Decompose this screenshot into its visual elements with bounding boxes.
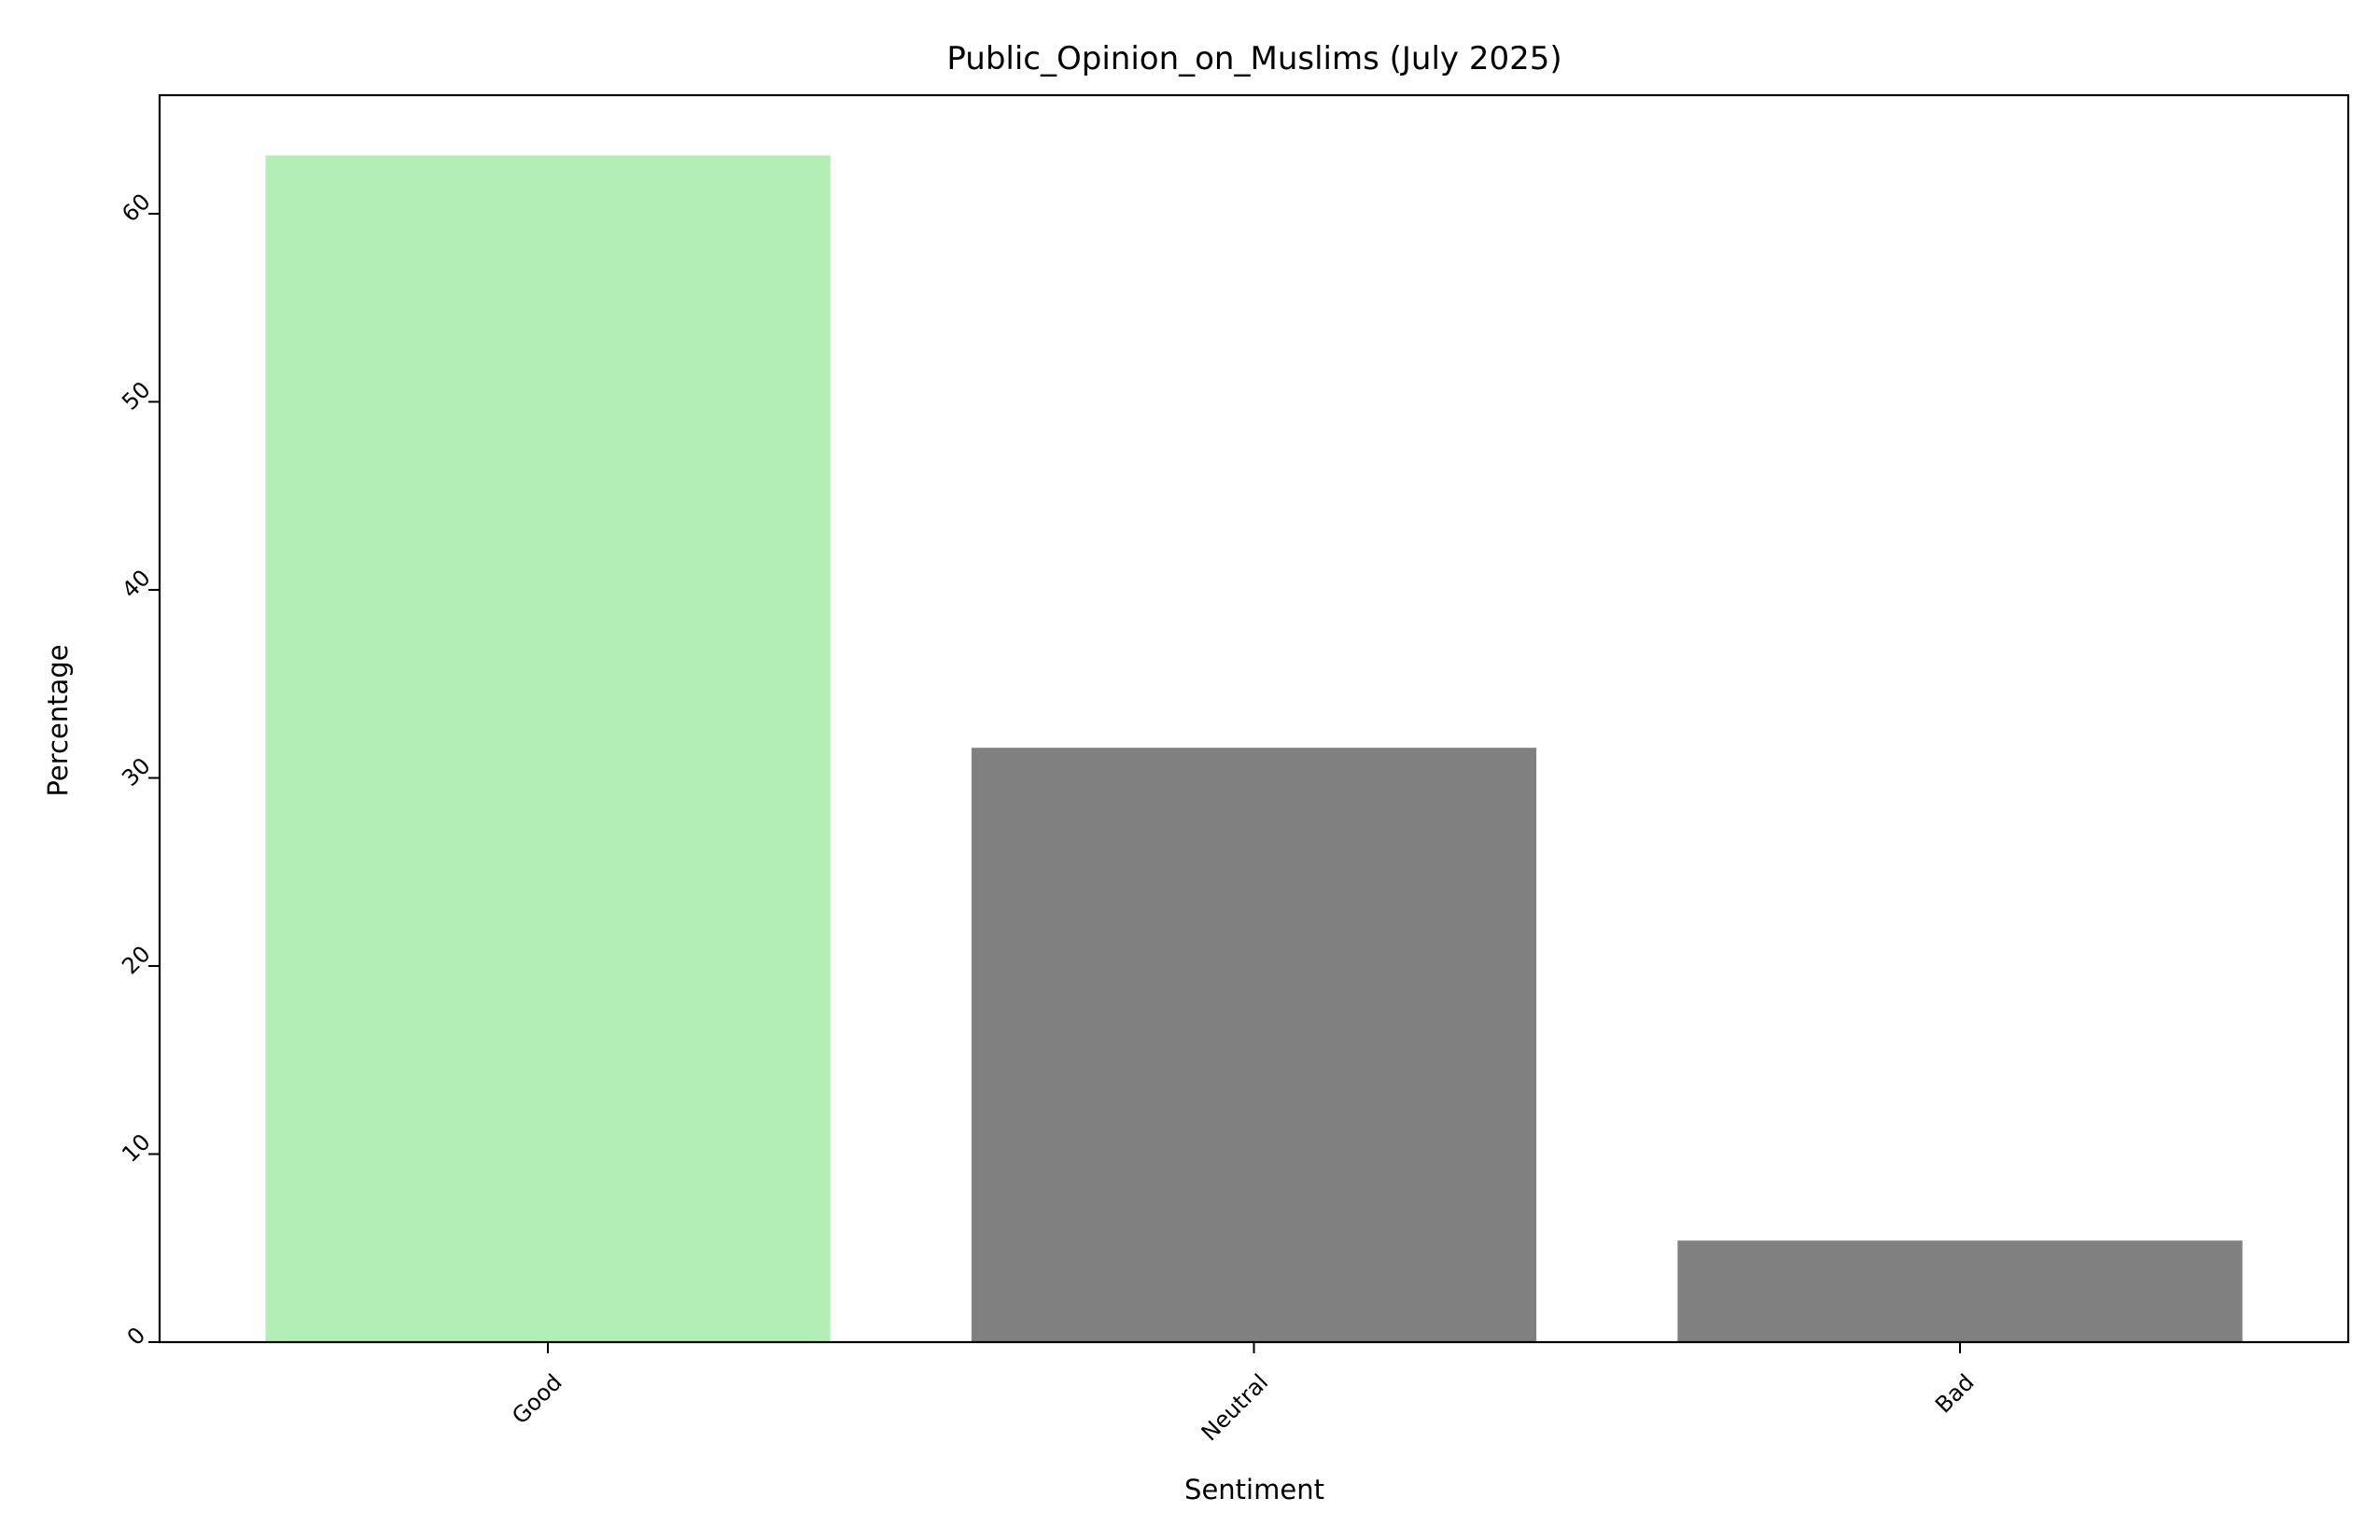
y-ticks-group: 0 10 20 30 40 50 60 xyxy=(117,189,160,1351)
y-tick-label: 30 xyxy=(117,752,155,791)
bar-neutral xyxy=(971,748,1537,1342)
x-tick-label-bad: Bad xyxy=(1930,1369,1980,1419)
bar-good xyxy=(265,155,831,1342)
x-tick-label-neutral: Neutral xyxy=(1197,1369,1273,1446)
x-ticks-group: Good Neutral Bad xyxy=(507,1342,1980,1446)
x-tick-label-good: Good xyxy=(507,1369,567,1429)
y-tick-label: 50 xyxy=(117,376,155,414)
plot-frame xyxy=(158,93,2350,1344)
y-tick-label: 20 xyxy=(117,941,155,979)
y-tick-label: 40 xyxy=(117,565,155,603)
y-tick-label: 0 xyxy=(122,1322,151,1351)
y-axis-label: Percentage xyxy=(42,644,74,796)
x-axis-label: Sentiment xyxy=(1184,1474,1324,1505)
y-tick-label: 10 xyxy=(117,1128,155,1167)
bars-group xyxy=(265,155,2243,1342)
bar-bad xyxy=(1677,1240,2243,1342)
y-tick-label: 60 xyxy=(117,189,155,227)
chart-title: Public_Opinion_on_Muslims (July 2025) xyxy=(946,40,1561,77)
